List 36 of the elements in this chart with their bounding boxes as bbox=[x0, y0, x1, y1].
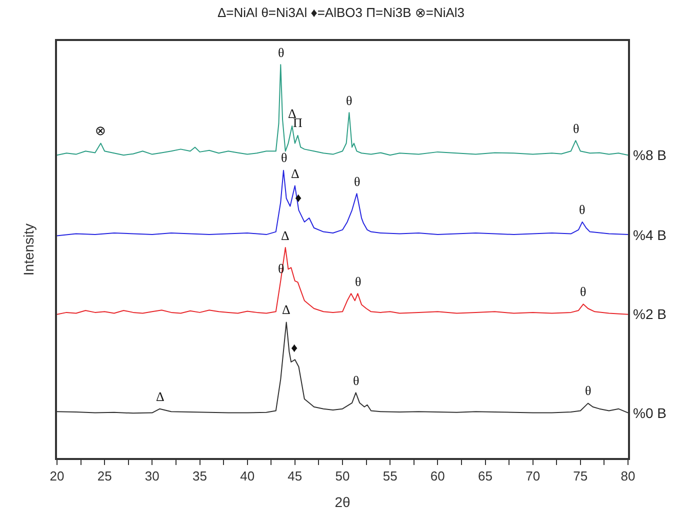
x-tick-label: 50 bbox=[335, 468, 350, 484]
y-axis-title: Intensity bbox=[20, 223, 36, 276]
x-tick-label: 80 bbox=[620, 468, 636, 484]
annotation: θ bbox=[346, 93, 352, 108]
series-label: %0 B bbox=[633, 405, 666, 421]
x-tick-label: 40 bbox=[240, 468, 255, 484]
annotation: Δ bbox=[282, 302, 290, 317]
annotation: Δ bbox=[281, 228, 290, 243]
annotation: θ bbox=[281, 150, 288, 165]
x-axis-title: 2θ bbox=[334, 494, 350, 510]
annotation: θ bbox=[355, 274, 362, 289]
annotation: θ bbox=[353, 373, 360, 388]
annotation: Δ bbox=[156, 389, 164, 404]
x-tick-label: 75 bbox=[573, 468, 588, 484]
annotation: ♦ bbox=[291, 340, 298, 355]
series-label: %2 B bbox=[633, 306, 666, 322]
x-tick-label: 30 bbox=[144, 468, 160, 484]
annotation: Δ bbox=[291, 166, 300, 181]
x-tick-label: 35 bbox=[192, 468, 207, 484]
annotation: θ bbox=[580, 284, 586, 299]
annotation: θ bbox=[278, 45, 284, 60]
x-tick-label: 70 bbox=[526, 468, 540, 484]
series-label: %4 B bbox=[633, 227, 666, 243]
chart-title: Δ=NiAl θ=Ni3Al ♦=AlBO3 Π=Ni3B ⊗=NiAl3 bbox=[217, 5, 465, 20]
x-tick-label: 20 bbox=[50, 468, 64, 484]
x-tick-label: 65 bbox=[478, 468, 492, 484]
series-label: %8 B bbox=[633, 147, 666, 163]
annotation: ⊗ bbox=[95, 123, 106, 138]
annotation: θ bbox=[573, 121, 580, 136]
x-tick-label: 55 bbox=[382, 468, 398, 484]
x-tick-label: 60 bbox=[430, 468, 445, 484]
x-tick-label: 45 bbox=[288, 468, 302, 484]
x-tick-label: 25 bbox=[97, 468, 112, 484]
annotation: θ bbox=[579, 202, 586, 217]
annotation: θ bbox=[354, 174, 360, 189]
annotation: θ bbox=[585, 383, 592, 398]
